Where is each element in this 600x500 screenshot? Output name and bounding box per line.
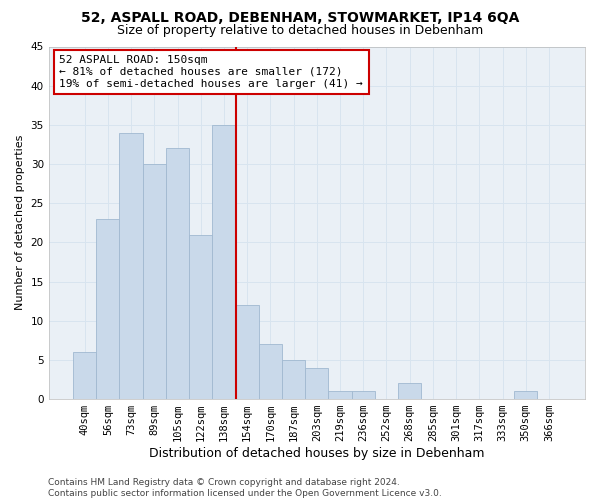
Bar bbox=[236, 305, 259, 399]
Bar bbox=[282, 360, 305, 399]
Bar bbox=[398, 384, 421, 399]
Y-axis label: Number of detached properties: Number of detached properties bbox=[15, 135, 25, 310]
Bar bbox=[119, 132, 143, 399]
Bar bbox=[305, 368, 328, 399]
Bar bbox=[189, 234, 212, 399]
X-axis label: Distribution of detached houses by size in Debenham: Distribution of detached houses by size … bbox=[149, 447, 485, 460]
Bar bbox=[73, 352, 96, 399]
Bar bbox=[514, 391, 538, 399]
Text: Size of property relative to detached houses in Debenham: Size of property relative to detached ho… bbox=[117, 24, 483, 37]
Bar bbox=[259, 344, 282, 399]
Text: Contains HM Land Registry data © Crown copyright and database right 2024.
Contai: Contains HM Land Registry data © Crown c… bbox=[48, 478, 442, 498]
Text: 52 ASPALL ROAD: 150sqm
← 81% of detached houses are smaller (172)
19% of semi-de: 52 ASPALL ROAD: 150sqm ← 81% of detached… bbox=[59, 56, 363, 88]
Bar bbox=[212, 125, 236, 399]
Bar bbox=[166, 148, 189, 399]
Bar bbox=[328, 391, 352, 399]
Bar bbox=[352, 391, 375, 399]
Bar bbox=[96, 219, 119, 399]
Bar bbox=[143, 164, 166, 399]
Text: 52, ASPALL ROAD, DEBENHAM, STOWMARKET, IP14 6QA: 52, ASPALL ROAD, DEBENHAM, STOWMARKET, I… bbox=[81, 12, 519, 26]
